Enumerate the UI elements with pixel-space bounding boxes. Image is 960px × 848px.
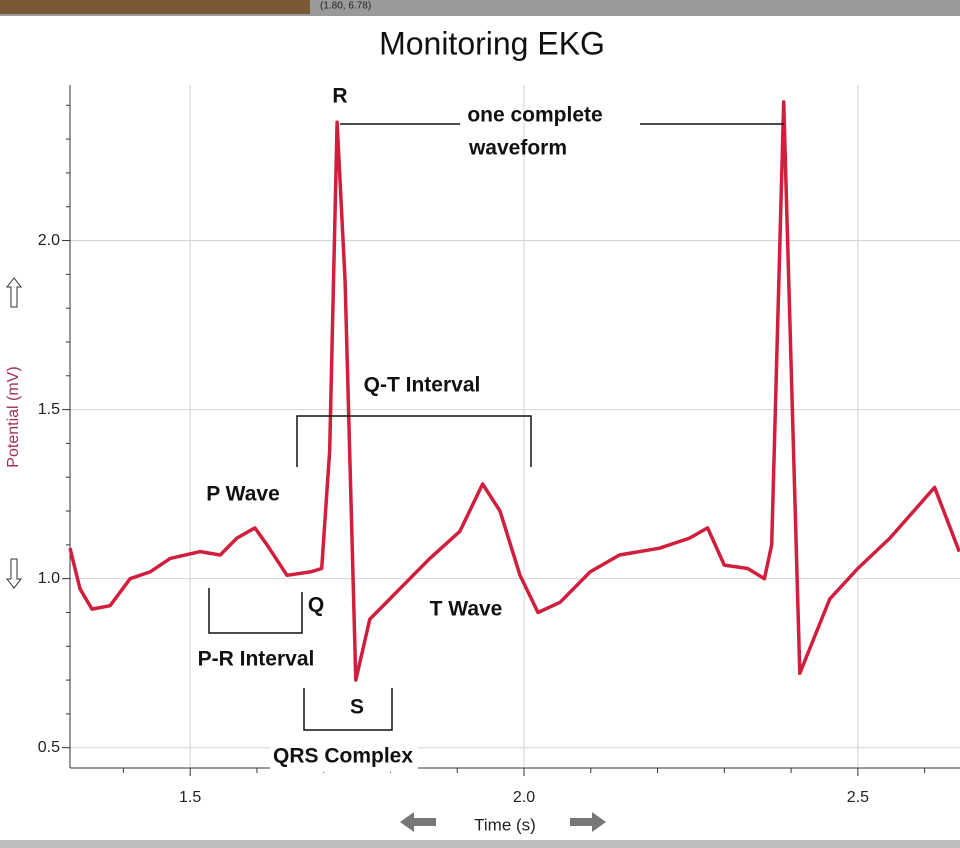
annotation: P-R Interval [198, 648, 315, 671]
x-tick-label: 2.5 [847, 789, 869, 806]
plot-area: 0.5 1.0 1.5 2.0 1.5 2.0 2.5 [38, 85, 960, 806]
y-tick-label: 2.0 [38, 232, 60, 249]
annotation: S [350, 696, 364, 719]
image-strip [0, 0, 310, 14]
chart-title: Monitoring EKG [379, 25, 605, 61]
annotation: Q-T Interval [364, 374, 481, 397]
x-tick-label: 1.5 [179, 789, 201, 806]
x-axis-label: Time (s) [474, 815, 536, 834]
annotation: T Wave [430, 598, 503, 621]
annotations: R one complete waveform Q-T Interval P W… [198, 85, 784, 772]
down-arrow [5, 558, 23, 589]
annotation: waveform [468, 137, 567, 160]
y-tick-label: 1.5 [38, 401, 60, 418]
qrs-bracket [303, 688, 393, 731]
label-bg [270, 742, 418, 772]
y-axis-label: Potential (mV) [5, 366, 22, 467]
left-arrow[interactable] [400, 812, 436, 832]
annotation: Q [308, 594, 324, 617]
annotation: P Wave [206, 483, 280, 506]
x-tick-label: 2.0 [513, 789, 535, 806]
qt-bracket [296, 415, 532, 467]
annotation: QRS Complex [273, 745, 413, 768]
annotation: one complete [467, 104, 602, 127]
pr-bracket [208, 588, 303, 634]
bottom-bar [0, 840, 960, 848]
ekg-line [68, 100, 960, 682]
y-tick-label: 1.0 [38, 570, 60, 587]
annotation: R [332, 85, 347, 108]
cursor-readout: (1.80, 6.78) [320, 1, 371, 12]
right-arrow[interactable] [570, 812, 606, 832]
y-tick-label: 0.5 [38, 739, 60, 756]
up-arrow [5, 277, 23, 308]
